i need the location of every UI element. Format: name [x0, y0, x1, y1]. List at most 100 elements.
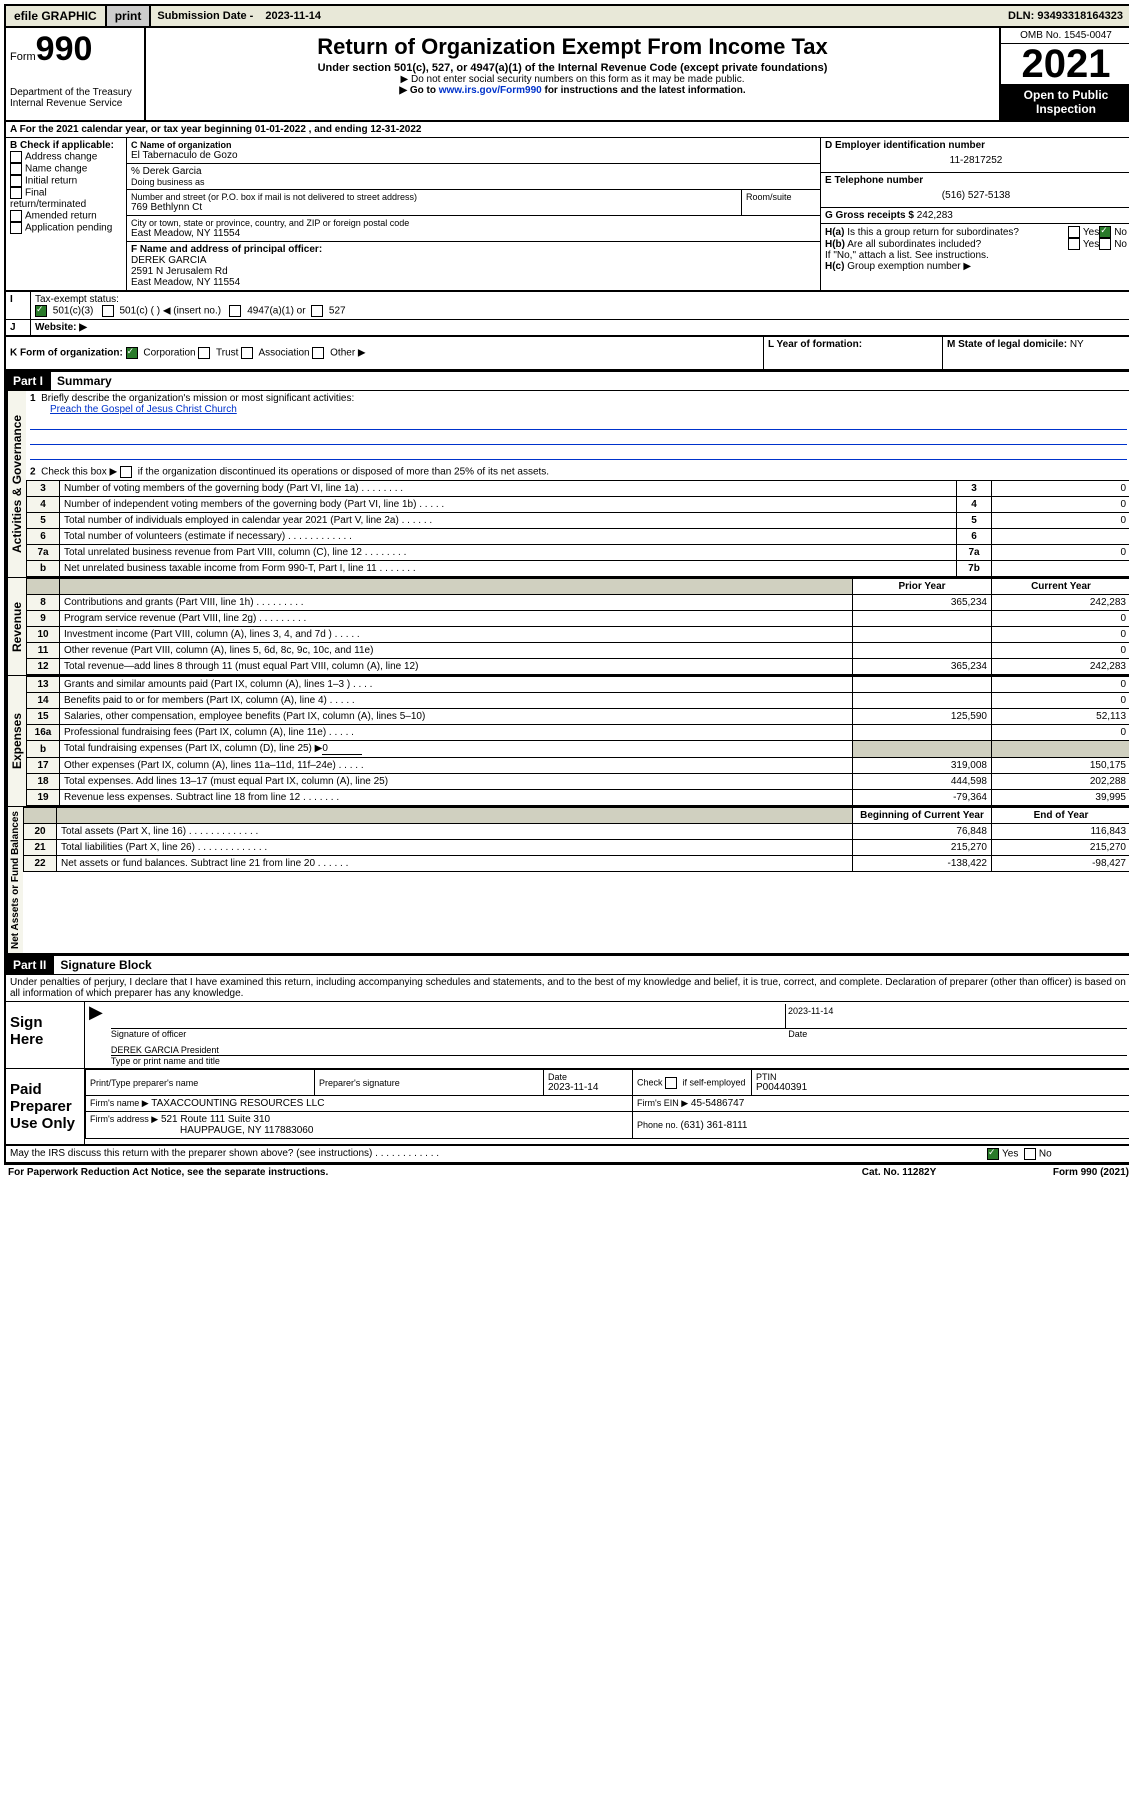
final-return-checkbox[interactable]: [10, 187, 22, 199]
hb-yes-checkbox[interactable]: [1068, 238, 1080, 250]
l9-num: 9: [27, 611, 60, 627]
l4-val: 0: [992, 497, 1129, 513]
name-change-checkbox[interactable]: [10, 163, 22, 175]
gross-receipts: 242,283: [917, 210, 953, 221]
box-c-street: Number and street (or P.O. box if mail i…: [127, 190, 742, 215]
l7b-num: b: [27, 561, 60, 577]
org-name: El Tabernaculo de Gozo: [131, 150, 816, 161]
box-f: F Name and address of principal officer:…: [127, 242, 820, 290]
4947-label: 4947(a)(1) or: [247, 306, 305, 317]
ha-yes-checkbox[interactable]: [1068, 226, 1080, 238]
l21-num: 21: [24, 840, 57, 856]
period-a: A For the 2021 calendar year, or tax yea…: [6, 122, 1129, 137]
signature-section: Sign Here ▶ 2023-11-14 Signature of offi…: [4, 1001, 1129, 1146]
prep-date-label: Date: [548, 1072, 628, 1082]
declaration: Under penalties of perjury, I declare th…: [4, 975, 1129, 1001]
part2-title: Signature Block: [54, 958, 151, 972]
discuss-no-checkbox[interactable]: [1024, 1148, 1036, 1160]
box-c-care: % Derek Garcia Doing business as: [127, 164, 820, 190]
firm-name: TAXACCOUNTING RESOURCES LLC: [151, 1098, 324, 1109]
trust-checkbox[interactable]: [198, 347, 210, 359]
section-revenue: Revenue Prior YearCurrent Year 8Contribu…: [4, 578, 1129, 676]
period-pre: For the 2021 calendar year, or tax year …: [20, 124, 255, 135]
l5-lbl: 5: [957, 513, 992, 529]
self-employed-checkbox[interactable]: [665, 1077, 677, 1089]
l12-prior: 365,234: [853, 659, 992, 675]
l19-current: 39,995: [992, 790, 1129, 806]
mission-link[interactable]: Preach the Gospel of Jesus Christ Church: [50, 404, 237, 415]
footer-pra: For Paperwork Reduction Act Notice, see …: [8, 1167, 809, 1178]
l6-lbl: 6: [957, 529, 992, 545]
hb-no-checkbox[interactable]: [1099, 238, 1111, 250]
officer-addr2: East Meadow, NY 11554: [131, 277, 816, 288]
box-k: K Form of organization: Corporation Trus…: [6, 337, 763, 369]
l16a-prior: [853, 725, 992, 741]
preparer-table: Print/Type preparer's name Preparer's si…: [85, 1069, 1129, 1139]
other-checkbox[interactable]: [312, 347, 324, 359]
ein-value: 11-2817252: [825, 151, 1127, 170]
l18-prior: 444,598: [853, 774, 992, 790]
tax-year: 2021: [1001, 44, 1129, 84]
tax-exempt-status: Tax-exempt status: 501(c)(3) 501(c) ( ) …: [31, 292, 1129, 319]
box-g-label: G Gross receipts $: [825, 210, 917, 221]
period-mid: , and ending: [306, 124, 370, 135]
501c-checkbox[interactable]: [102, 305, 114, 317]
l14-prior: [853, 693, 992, 709]
l8-num: 8: [27, 595, 60, 611]
rule-line: [30, 417, 1127, 430]
prep-sig-label: Preparer's signature: [319, 1078, 539, 1088]
col-end: End of Year: [992, 808, 1129, 824]
form-header: Form990 Department of the Treasury Inter…: [4, 28, 1129, 122]
l18-current: 202,288: [992, 774, 1129, 790]
rule-line: [30, 447, 1127, 460]
corp-label: Corporation: [143, 348, 195, 359]
ha-yes: Yes: [1083, 227, 1099, 238]
ha-no-checkbox[interactable]: [1099, 226, 1111, 238]
vlabel-expenses: Expenses: [6, 676, 26, 806]
irs-link[interactable]: www.irs.gov/Form990: [439, 85, 542, 96]
box-h: H(a) Is this a group return for subordin…: [821, 224, 1129, 290]
col-prior: Prior Year: [853, 579, 992, 595]
l10-prior: [853, 627, 992, 643]
l11-num: 11: [27, 643, 60, 659]
corp-checkbox[interactable]: [126, 347, 138, 359]
footer-cat: Cat. No. 11282Y: [809, 1167, 989, 1178]
l10-text: Investment income (Part VIII, column (A)…: [60, 627, 853, 643]
l17-current: 150,175: [992, 758, 1129, 774]
527-checkbox[interactable]: [311, 305, 323, 317]
addr-change-checkbox[interactable]: [10, 151, 22, 163]
part1-header: Part I: [5, 372, 51, 390]
initial-return-checkbox[interactable]: [10, 175, 22, 187]
l16b-text: Total fundraising expenses (Part IX, col…: [60, 741, 853, 758]
4947-checkbox[interactable]: [229, 305, 241, 317]
l20-current: 116,843: [992, 824, 1129, 840]
l16b-t: Total fundraising expenses (Part IX, col…: [64, 743, 322, 754]
print-button[interactable]: print: [107, 6, 152, 26]
discontinued-checkbox[interactable]: [120, 466, 132, 478]
501c3-checkbox[interactable]: [35, 305, 47, 317]
527-label: 527: [329, 306, 346, 317]
amended-return-checkbox[interactable]: [10, 210, 22, 222]
box-g: G Gross receipts $ 242,283: [821, 208, 1129, 224]
box-l: L Year of formation:: [763, 337, 943, 369]
app-pending-checkbox[interactable]: [10, 222, 22, 234]
firm-phone: (631) 361-8111: [681, 1120, 748, 1131]
street-value: 769 Bethlynn Ct: [131, 202, 737, 213]
form-number: 990: [36, 30, 93, 68]
discuss-yes-checkbox[interactable]: [987, 1148, 999, 1160]
l17-text: Other expenses (Part IX, column (A), lin…: [60, 758, 853, 774]
rule-line: [30, 432, 1127, 445]
l20-prior: 76,848: [853, 824, 992, 840]
section-net-assets: Net Assets or Fund Balances Beginning of…: [4, 807, 1129, 955]
l14-text: Benefits paid to or for members (Part IX…: [60, 693, 853, 709]
box-f-label: F Name and address of principal officer:: [131, 244, 816, 255]
l14-num: 14: [27, 693, 60, 709]
assoc-checkbox[interactable]: [241, 347, 253, 359]
other-label: Other ▶: [330, 348, 365, 359]
box-c-label: C Name of organization: [131, 140, 816, 150]
l17-prior: 319,008: [853, 758, 992, 774]
l20-num: 20: [24, 824, 57, 840]
ptin-value: P00440391: [756, 1082, 1126, 1093]
l12-text: Total revenue—add lines 8 through 11 (mu…: [60, 659, 853, 675]
hb-yes: Yes: [1083, 239, 1099, 250]
